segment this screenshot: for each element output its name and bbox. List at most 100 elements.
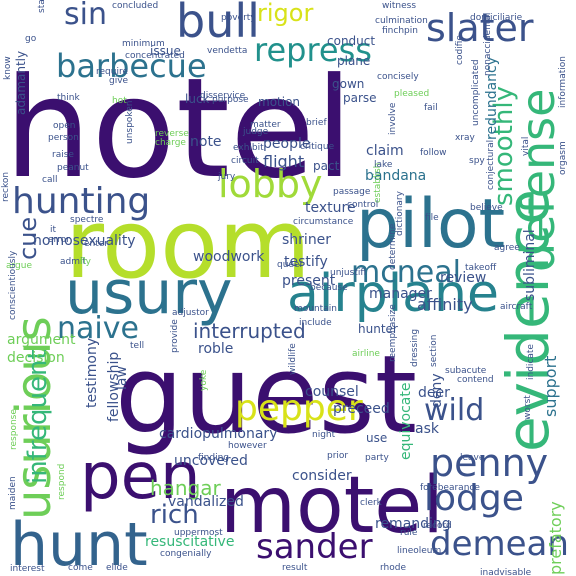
cloud-word: concentrated	[125, 51, 185, 61]
cloud-word: mountain	[294, 304, 337, 314]
cloud-word: pilot	[356, 185, 505, 264]
cloud-word: pact	[313, 159, 340, 173]
cloud-word: fly	[80, 257, 92, 267]
cloud-word: preceed	[333, 401, 390, 417]
cloud-word: testify	[284, 254, 328, 270]
cloud-word: affinity	[417, 295, 473, 314]
cloud-word: claim	[366, 143, 404, 159]
cloud-word: result	[282, 563, 308, 573]
cloud-word: argument	[7, 332, 76, 348]
cloud-word: evidence	[494, 189, 562, 452]
cloud-word: rigor	[257, 0, 313, 27]
cloud-word: finchpin	[382, 26, 418, 36]
cloud-word: motion	[258, 95, 300, 109]
cloud-word: unjustifi	[330, 268, 366, 278]
cloud-word: orgasm	[558, 141, 568, 175]
cloud-word: mcneal	[351, 255, 461, 290]
cloud-word: equivocate	[398, 383, 414, 461]
cloud-word: law	[114, 366, 130, 390]
cloud-word: lake	[374, 160, 393, 170]
cloud-word: it	[50, 225, 57, 235]
cloud-word: conjectural	[486, 140, 496, 190]
cloud-word: think	[57, 93, 80, 103]
cloud-word: note	[190, 134, 222, 150]
cloud-word: come	[68, 563, 93, 573]
cloud-word: minimum	[122, 39, 165, 49]
cloud-word: finding	[198, 453, 229, 463]
cloud-word: know	[3, 56, 13, 80]
cloud-word: establish	[373, 163, 383, 203]
cloud-word: hotel	[4, 48, 353, 209]
cloud-word: witness	[382, 1, 416, 11]
cloud-word: involve	[388, 102, 398, 135]
cloud-word: enter	[84, 239, 108, 249]
cloud-word: hunter	[358, 322, 398, 336]
cloud-word: deer	[418, 385, 450, 401]
cloud-word: repress	[254, 31, 372, 69]
cloud-word: maiden	[8, 476, 18, 510]
cloud-word: plane	[337, 54, 370, 68]
cloud-word: section	[429, 335, 439, 367]
cloud-word: conscientiously	[8, 250, 18, 320]
cloud-word: texture	[305, 200, 356, 216]
cloud-word: use	[366, 431, 387, 445]
cloud-word: slater	[426, 6, 534, 50]
cloud-word: vendetta	[207, 46, 247, 56]
cloud-word: wild	[424, 393, 484, 428]
cloud-word: call	[42, 175, 57, 185]
cloud-word: manager	[369, 286, 432, 302]
cloud-word: include	[299, 318, 332, 328]
cloud-word: barbecue	[56, 47, 207, 85]
cloud-word: infrequent	[23, 349, 53, 484]
cloud-word: leave	[460, 453, 485, 463]
cloud-word: critique	[300, 142, 335, 152]
cloud-word: follow	[420, 148, 447, 158]
cloud-word: uppermost	[174, 528, 223, 538]
cloud-word: reverse	[155, 129, 189, 139]
cloud-word: counsel	[305, 384, 359, 400]
cloud-word: indicate	[526, 344, 536, 380]
cloud-word: bull	[176, 0, 260, 48]
cloud-word: cardiopulmonary	[159, 426, 277, 442]
cloud-word: file	[425, 213, 439, 223]
cloud-word: decision	[7, 350, 65, 366]
cloud-word: spy	[469, 156, 485, 166]
cloud-word: exhibit	[233, 143, 264, 153]
cloud-word: contend	[457, 375, 494, 385]
cloud-word: concluded	[112, 1, 158, 11]
cloud-word: cue	[14, 217, 42, 260]
cloud-word: motel	[220, 461, 444, 551]
cloud-word: codifie	[455, 35, 465, 65]
cloud-word: night	[312, 430, 336, 440]
cloud-word: adjustor	[172, 308, 209, 318]
cloud-word: party	[365, 453, 389, 463]
cloud-word: rule	[400, 528, 418, 538]
cloud-word: yoke	[199, 369, 209, 391]
cloud-word: culmination	[375, 16, 428, 26]
cloud-word: hot	[112, 96, 127, 106]
cloud-word: deny	[429, 373, 445, 408]
cloud-word: lodge	[424, 478, 524, 519]
cloud-word: static	[37, 0, 47, 13]
cloud-word: raise	[52, 150, 74, 160]
cloud-word: usury	[65, 258, 233, 328]
cloud-word: sin	[64, 0, 107, 32]
cloud-word: judge	[242, 127, 269, 137]
cloud-word: passage	[333, 187, 371, 197]
cloud-word: takeoff	[465, 263, 497, 273]
cloud-word: spectre	[70, 215, 104, 225]
cloud-word: provide	[170, 319, 180, 353]
cloud-word: elide	[106, 563, 128, 573]
cloud-word: uncomplicated	[471, 59, 481, 126]
cloud-word: smoothly	[489, 86, 519, 206]
cloud-word: prefatory	[546, 501, 565, 575]
cloud-word: person	[48, 133, 79, 143]
cloud-word: pleased	[394, 89, 429, 99]
cloud-word: fail	[424, 103, 438, 113]
cloud-word: because	[310, 283, 348, 293]
cloud-word: parse	[343, 91, 377, 105]
cloud-word: issue	[150, 44, 181, 58]
cloud-word: demean	[430, 524, 569, 564]
